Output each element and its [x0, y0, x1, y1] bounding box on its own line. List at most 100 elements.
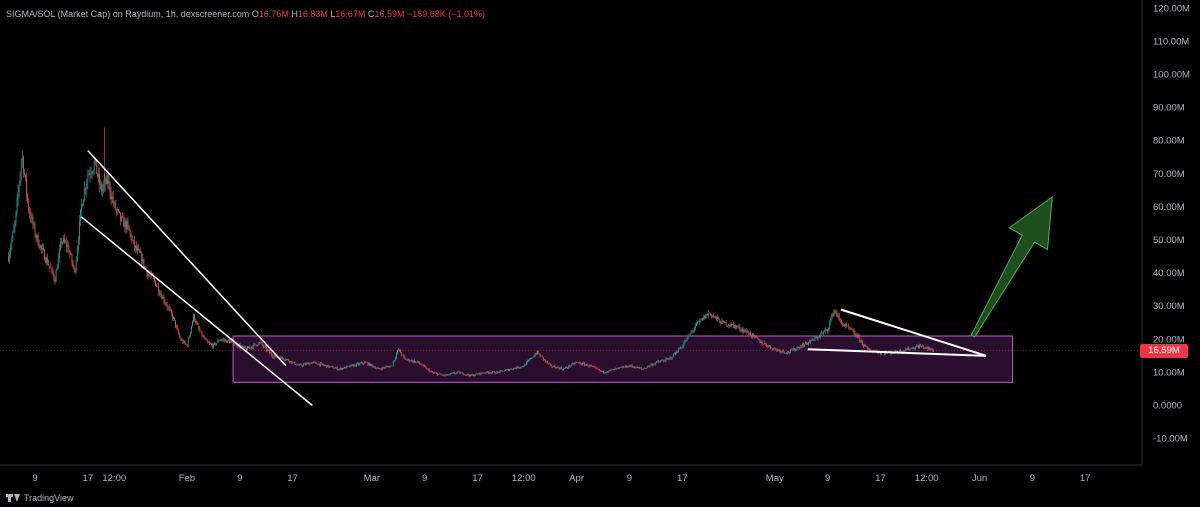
candle-body	[404, 356, 406, 359]
candle-body	[70, 254, 72, 255]
candle-body	[814, 337, 816, 341]
candle-body	[543, 359, 545, 360]
candle-body	[791, 349, 793, 351]
y-tick-label: 70.00M	[1153, 169, 1185, 180]
candle-body	[72, 262, 74, 267]
candle-body	[337, 369, 339, 371]
candle-body	[867, 347, 869, 350]
candle-body	[684, 341, 686, 344]
candle-body	[929, 347, 931, 350]
candle-body	[308, 362, 310, 365]
candle-body	[145, 266, 147, 270]
candle-body	[63, 238, 64, 243]
candle-body	[179, 334, 181, 338]
tradingview-footer[interactable]: TradingView	[6, 493, 74, 503]
candle-body	[435, 372, 436, 374]
candle-body	[291, 361, 293, 364]
candle-body	[436, 372, 437, 374]
candle-body	[181, 340, 183, 341]
candle-body	[701, 318, 703, 320]
candle-body	[31, 216, 33, 220]
candle-body	[141, 252, 143, 263]
candle-body	[125, 220, 127, 230]
channel-line	[87, 150, 287, 367]
candle-body	[164, 301, 166, 304]
candle-body	[822, 331, 824, 334]
candle-body	[574, 362, 576, 365]
candle-body	[46, 257, 48, 263]
candle-body	[659, 361, 660, 363]
candle-body	[371, 364, 373, 366]
candle-body	[477, 373, 479, 375]
candle-body	[177, 326, 179, 330]
candle-body	[146, 269, 148, 277]
candle-body	[708, 312, 710, 314]
candle-body	[347, 366, 349, 367]
candle-body	[372, 365, 374, 368]
candle-body	[212, 344, 213, 348]
candle-body	[13, 227, 15, 233]
candle-body	[495, 373, 497, 374]
candle-body	[811, 338, 813, 341]
candle-body	[458, 371, 460, 373]
candle-body	[744, 329, 746, 333]
candle-body	[798, 347, 800, 349]
candle-body	[658, 361, 659, 362]
candle-body	[419, 362, 421, 364]
candle-body	[438, 374, 440, 375]
candle-body	[241, 345, 243, 347]
candle-body	[280, 357, 282, 360]
candle-body	[363, 363, 365, 365]
candle-body	[675, 352, 676, 355]
candle-body	[123, 217, 125, 228]
candle-body	[838, 315, 840, 319]
candle-body	[157, 286, 158, 287]
candle-body	[9, 253, 11, 262]
candle-body	[138, 248, 139, 250]
candle-body	[318, 363, 320, 366]
candle-body	[561, 368, 563, 370]
candle-body	[266, 346, 267, 351]
candle-body	[204, 338, 206, 340]
symbol-title: SIGMA/SOL (Market Cap) on Raydium, 1h, d…	[6, 9, 250, 19]
candle-body	[110, 193, 112, 200]
y-tick-label: 110.00M	[1153, 36, 1189, 47]
candle-body	[96, 173, 98, 177]
candle-body	[769, 345, 770, 346]
candle-body	[165, 303, 167, 306]
candle-body	[794, 347, 796, 351]
candle-body	[661, 360, 663, 362]
candle-body	[225, 340, 227, 343]
candle-body	[311, 362, 313, 364]
high-label: H	[291, 9, 298, 19]
candle-body	[850, 328, 852, 330]
candle-body	[357, 363, 359, 365]
candle-body	[259, 342, 261, 343]
candle-body	[647, 365, 649, 368]
candle-body	[463, 374, 465, 376]
candle-body	[570, 365, 572, 367]
candle-body	[389, 366, 391, 368]
candle-body	[313, 361, 315, 363]
candle-body	[426, 368, 428, 370]
candle-body	[128, 225, 130, 231]
candle-body	[610, 369, 612, 371]
candle-body	[320, 363, 322, 364]
candle-body	[558, 367, 560, 370]
candle-body	[565, 367, 566, 369]
candle-body	[696, 322, 697, 327]
candle-body	[718, 317, 720, 320]
candle-body	[837, 315, 839, 318]
candle-body	[598, 369, 600, 371]
candle-body	[578, 362, 580, 364]
candle-body	[446, 374, 448, 376]
candle-body	[147, 274, 149, 277]
candle-body	[641, 367, 643, 369]
candle-body	[523, 364, 525, 367]
candle-body	[510, 368, 511, 370]
candle-body	[835, 310, 837, 314]
candle-body	[30, 214, 32, 220]
candle-body	[715, 316, 716, 318]
candle-body	[518, 367, 520, 369]
